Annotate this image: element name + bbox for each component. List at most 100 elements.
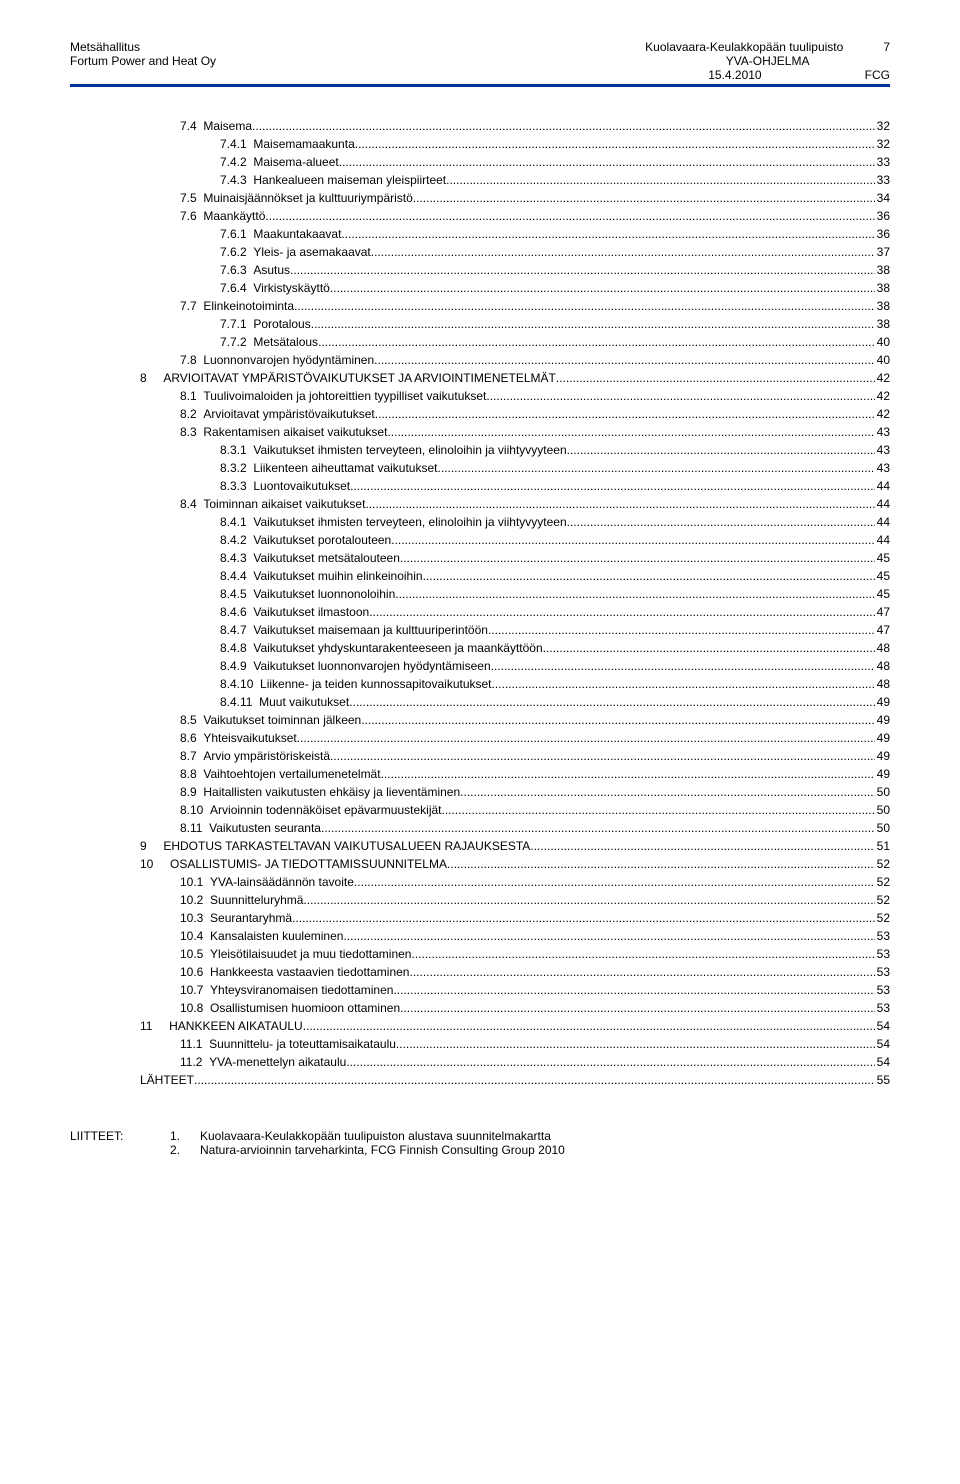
toc-page-number: 43 [875,441,890,459]
toc-page-number: 38 [875,279,890,297]
toc-page-number: 54 [875,1035,890,1053]
toc-entry: LÄHTEET55 [70,1071,890,1089]
toc-entry: 8.4.11 Muut vaikutukset49 [70,693,890,711]
toc-leader-dots [321,819,875,837]
toc-leader-dots [339,153,875,171]
toc-leader-dots [350,477,875,495]
toc-page-number: 34 [875,189,890,207]
toc-leader-dots [343,927,874,945]
header-center: Kuolavaara-Keulakkopään tuulipuisto 7 YV… [645,40,890,82]
toc-page-number: 55 [875,1071,890,1089]
toc-entry: 8.4.3 Vaikutukset metsätalouteen45 [70,549,890,567]
toc-entry: 7.7.1 Porotalous38 [70,315,890,333]
attachments-label: LIITTEET: [70,1129,170,1157]
toc-label: 10 OSALLISTUMIS- JA TIEDOTTAMISSUUNNITEL… [140,855,447,873]
toc-entry: 8.2 Arvioitavat ympäristövaikutukset42 [70,405,890,423]
toc-entry: 8.4.9 Vaikutukset luonnonvarojen hyödynt… [70,657,890,675]
toc-label: 10.1 YVA-lainsäädännön tavoite [180,873,354,891]
toc-label: 7.7 Elinkeinotoiminta [180,297,294,315]
toc-label: 8.4.1 Vaikutukset ihmisten terveyteen, e… [220,513,567,531]
toc-entry: 7.7 Elinkeinotoiminta 38 [70,297,890,315]
toc-page-number: 49 [875,693,890,711]
toc-label: 8.4.9 Vaikutukset luonnonvarojen hyödynt… [220,657,491,675]
toc-page-number: 51 [875,837,890,855]
toc-label: 8.4.5 Vaikutukset luonnonoloihin [220,585,395,603]
toc-entry: 10.8 Osallistumisen huomioon ottaminen53 [70,999,890,1017]
toc-label: 8.4.6 Vaikutukset ilmastoon [220,603,369,621]
toc-leader-dots [409,963,874,981]
toc-entry: 8.4.10 Liikenne- ja teiden kunnossapitov… [70,675,890,693]
header-org1: Metsähallitus [70,40,216,54]
toc-label: 8.4.2 Vaikutukset porotalouteen [220,531,391,549]
toc-label: 8.4.3 Vaikutukset metsätalouteen [220,549,400,567]
toc-entry: 8.4.1 Vaikutukset ihmisten terveyteen, e… [70,513,890,531]
toc-leader-dots [375,405,875,423]
toc-entry: 8.4.6 Vaikutukset ilmastoon47 [70,603,890,621]
toc-label: 8.4.7 Vaikutukset maisemaan ja kulttuuri… [220,621,488,639]
toc-label: 8.8 Vaihtoehtojen vertailumenetelmät [180,765,381,783]
toc-leader-dots [297,729,875,747]
toc-page-number: 42 [875,387,890,405]
toc-entry: 8.8 Vaihtoehtojen vertailumenetelmät49 [70,765,890,783]
toc-label: 7.4 Maisema [180,117,252,135]
toc-page-number: 54 [875,1053,890,1071]
toc-leader-dots [530,837,874,855]
toc-page-number: 53 [875,999,890,1017]
toc-entry: 8.4.5 Vaikutukset luonnonoloihin 45 [70,585,890,603]
toc-label: 7.6.1 Maakuntakaavat [220,225,341,243]
toc-leader-dots [330,747,875,765]
toc-leader-dots [393,981,874,999]
toc-leader-dots [486,387,874,405]
toc-page-number: 49 [875,711,890,729]
toc-label: 8.9 Haitallisten vaikutusten ehkäisy ja … [180,783,460,801]
toc-leader-dots [355,135,875,153]
toc-entry: 7.4.1 Maisemamaakunta32 [70,135,890,153]
toc-page-number: 38 [875,261,890,279]
toc-page-number: 38 [875,297,890,315]
toc-entry: 8.3.2 Liikenteen aiheuttamat vaikutukset… [70,459,890,477]
toc-page-number: 45 [875,585,890,603]
toc-entry: 8.9 Haitallisten vaikutusten ehkäisy ja … [70,783,890,801]
toc-entry: 10 OSALLISTUMIS- JA TIEDOTTAMISSUUNNITEL… [70,855,890,873]
attachment-text: Natura-arvioinnin tarveharkinta, FCG Fin… [200,1143,565,1157]
toc-page-number: 50 [875,783,890,801]
toc-leader-dots [303,1017,875,1035]
toc-page-number: 38 [875,315,890,333]
toc-label: 8 ARVIOITAVAT YMPÄRISTÖVAIKUTUKSET JA AR… [140,369,556,387]
toc-leader-dots [391,531,874,549]
toc-page-number: 43 [875,459,890,477]
toc-entry: 7.6.3 Asutus 38 [70,261,890,279]
toc-entry: 8.3 Rakentamisen aikaiset vaikutukset43 [70,423,890,441]
toc-page-number: 48 [875,675,890,693]
toc-leader-dots [400,999,875,1017]
header-project-title: Kuolavaara-Keulakkopään tuulipuisto [645,40,843,54]
toc-label: 7.4.3 Hankealueen maiseman yleispiirteet [220,171,446,189]
attachments-list: 1.Kuolavaara-Keulakkopään tuulipuiston a… [170,1129,890,1157]
toc-label: 10.7 Yhteysviranomaisen tiedottaminen [180,981,393,999]
toc-entry: 11 HANKKEEN AIKATAULU54 [70,1017,890,1035]
toc-leader-dots [303,891,874,909]
toc-leader-dots [400,549,875,567]
toc-page-number: 44 [875,513,890,531]
toc-label: 7.6.3 Asutus [220,261,290,279]
toc-label: 7.4.2 Maisema-alueet [220,153,339,171]
toc-label: 8.3.1 Vaikutukset ihmisten terveyteen, e… [220,441,567,459]
toc-leader-dots [374,351,874,369]
toc-leader-dots [411,945,874,963]
toc-page-number: 36 [875,225,890,243]
toc-entry: 7.4 Maisema32 [70,117,890,135]
toc-leader-dots [365,495,874,513]
attachment-number: 2. [170,1143,200,1157]
toc-leader-dots [194,1071,875,1089]
toc-page-number: 40 [875,351,890,369]
toc-page-number: 52 [875,855,890,873]
header-divider [70,84,890,87]
toc-leader-dots [387,423,874,441]
toc-entry: 10.4 Kansalaisten kuuleminen53 [70,927,890,945]
toc-leader-dots [330,279,875,297]
toc-leader-dots [294,297,875,315]
toc-entry: 7.4.2 Maisema-alueet33 [70,153,890,171]
toc-label: 8.2 Arvioitavat ympäristövaikutukset [180,405,375,423]
toc-label: 7.6.4 Virkistyskäyttö [220,279,330,297]
toc-leader-dots [423,567,875,585]
